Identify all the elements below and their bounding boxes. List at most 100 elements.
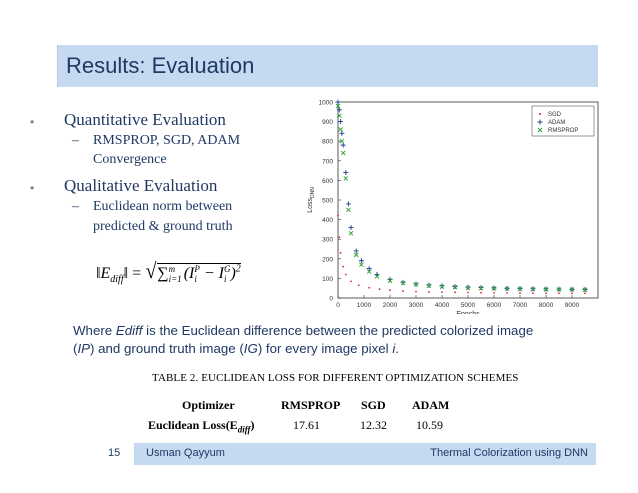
- sgd-point: [338, 236, 341, 239]
- sgd-point: [480, 291, 482, 294]
- y-tick-label: 900: [322, 119, 333, 126]
- x-tick-label: 4000: [435, 302, 450, 309]
- sgd-point: [378, 288, 381, 291]
- y-tick-label: 800: [322, 139, 333, 146]
- sgd-point: [428, 291, 430, 293]
- slide-title: Results: Evaluation: [66, 53, 255, 78]
- footer-bar: Usman Qayyum Thermal Colorization using …: [134, 443, 596, 465]
- legend-label: ADAM: [548, 120, 565, 126]
- rmsprop-point: [556, 287, 562, 292]
- formula-close: ): [230, 265, 236, 282]
- formula-lhs: ‖E: [96, 265, 111, 282]
- sgd-point: [493, 292, 495, 294]
- rmsprop-point: [517, 286, 523, 292]
- y-tick-label: 200: [322, 256, 333, 263]
- adam-point: [366, 266, 372, 272]
- x-tick-label: 9000: [565, 302, 580, 309]
- bullet-quant-sub2: Convergence: [93, 152, 167, 167]
- table-cell-adam: 10.59: [416, 418, 443, 432]
- rmsprop-point: [366, 269, 372, 274]
- adam-point: [353, 248, 359, 254]
- formula-sum: ∑: [157, 265, 169, 282]
- sgd-point: [584, 292, 586, 295]
- rmsprop-point: [504, 286, 510, 292]
- adam-point: [335, 99, 341, 105]
- sgd-point: [519, 292, 521, 294]
- x-tick-label: 6000: [487, 302, 502, 309]
- legend-box: [531, 105, 595, 137]
- adam-point: [339, 130, 345, 136]
- caption-ip: IP: [77, 341, 91, 356]
- adam-point: [343, 170, 349, 176]
- formula-eq: ‖ =: [123, 265, 146, 282]
- caption-i: i: [392, 341, 396, 356]
- bullet-dot: •: [30, 181, 35, 195]
- caption-ediff: Ediff: [115, 323, 143, 338]
- y-tick-label: 400: [322, 217, 333, 224]
- rmsprop-point: [413, 282, 419, 287]
- adam-point: [348, 224, 354, 230]
- adam-point: [413, 281, 419, 287]
- table-header-sgd: SGD: [361, 398, 386, 412]
- y-tick-label: 300: [322, 237, 333, 244]
- rmsprop-point: [582, 287, 588, 293]
- table-header-rmsprop: RMSPROP: [281, 398, 341, 412]
- x-tick-label: 5000: [461, 302, 476, 309]
- sgd-point: [454, 291, 456, 294]
- adam-point: [439, 283, 445, 289]
- rmsprop-point: [491, 286, 497, 291]
- legend-marker-rmsprop: [537, 127, 543, 133]
- y-tick-label: 600: [322, 178, 333, 185]
- table-title: TABLE 2. EUCLIDEAN LOSS FOR DIFFERENT OP…: [152, 372, 519, 384]
- bullet-quantitative: Quantitative Evaluation: [64, 110, 226, 129]
- legend-label: RMSPROP: [548, 128, 578, 134]
- rmsprop-point: [426, 283, 432, 289]
- bullet-quant-sub1: RMSPROP, SGD, ADAM: [93, 133, 241, 148]
- sgd-point: [506, 292, 508, 294]
- legend-marker-adam: [537, 119, 543, 125]
- sgd-point: [368, 286, 371, 289]
- rmsprop-point: [530, 286, 536, 292]
- footer-author: Usman Qayyum: [146, 447, 225, 459]
- footer-talk-title: Thermal Colorization using DNN: [430, 447, 588, 459]
- caption-part2: is the Euclidean difference between the …: [73, 323, 534, 356]
- formula-ig-sup: G: [223, 264, 231, 275]
- sgd-point: [402, 290, 404, 292]
- sgd-point: [441, 291, 443, 294]
- sgd-point: [571, 292, 573, 295]
- x-tick-label: 3000: [409, 302, 424, 309]
- rmsprop-point: [452, 284, 458, 290]
- adam-point: [336, 107, 342, 113]
- table-header-adam: ADAM: [412, 398, 450, 412]
- dash-marker: –: [72, 199, 79, 214]
- dash-marker: –: [72, 133, 79, 148]
- sgd-point: [357, 284, 360, 287]
- table-cell-rmsprop: 17.61: [293, 418, 320, 432]
- rmsprop-point: [478, 285, 484, 291]
- y-tick-label: 0: [329, 296, 333, 303]
- rmsprop-point: [338, 127, 343, 132]
- formula-minus: − I: [199, 265, 224, 282]
- rmsprop-point: [353, 252, 359, 258]
- rmsprop-point: [339, 138, 345, 144]
- adam-point: [400, 279, 406, 285]
- rmsprop-point: [387, 278, 393, 284]
- formula-ig-sub: i: [223, 274, 227, 285]
- bullet-qual-sub1: Euclidean norm between: [93, 199, 233, 214]
- sgd-point: [337, 214, 339, 217]
- bullet-qual-sub2: predicted & ground truth: [93, 219, 233, 234]
- sgd-point: [467, 291, 469, 294]
- x-axis-label: Epochs: [456, 311, 480, 314]
- x-tick-label: 7000: [513, 302, 528, 309]
- rmsprop-point: [374, 274, 380, 279]
- formula-sq: 2: [235, 263, 241, 275]
- rmsprop-point: [359, 262, 364, 267]
- formula-ip-sub: i: [194, 274, 197, 285]
- table-header-optimizer: Optimizer: [182, 398, 235, 412]
- rmsprop-point: [400, 280, 406, 286]
- y-tick-label: 100: [322, 276, 333, 283]
- sgd-point: [339, 252, 342, 254]
- sgd-point: [344, 273, 347, 276]
- sgd-point: [342, 265, 345, 268]
